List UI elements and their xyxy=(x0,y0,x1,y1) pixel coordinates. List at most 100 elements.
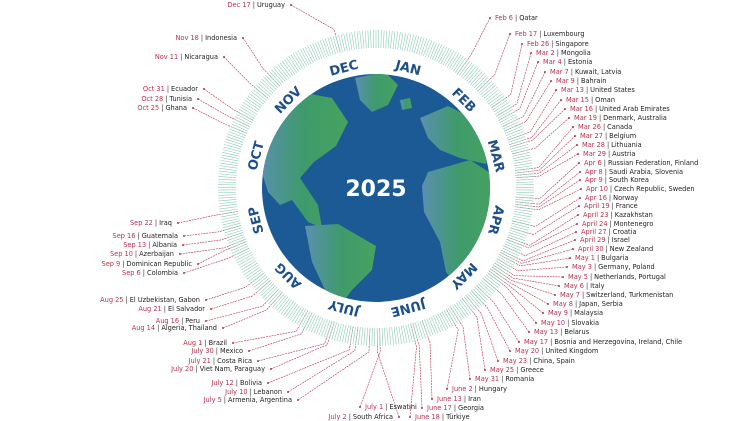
leader-dot xyxy=(580,188,582,190)
day-tick xyxy=(424,319,430,336)
day-tick xyxy=(515,168,533,170)
day-tick xyxy=(515,207,533,209)
country-date-label: Aug 14|Algeria, Thailand xyxy=(132,324,217,332)
day-tick xyxy=(285,303,295,318)
leader-line xyxy=(516,163,579,199)
leader-dot xyxy=(577,153,579,155)
separator: | xyxy=(516,366,518,374)
separator: | xyxy=(609,228,611,236)
date-text: May 20 xyxy=(515,347,539,355)
date-text: Mar 2 xyxy=(536,49,555,57)
leader-dot xyxy=(192,107,194,109)
leader-dot xyxy=(182,244,184,246)
date-text: June 17 xyxy=(427,404,452,412)
day-tick xyxy=(218,179,236,180)
leader-dot xyxy=(179,253,181,255)
day-tick xyxy=(271,70,283,83)
leader-dot xyxy=(223,56,225,58)
country-text: Qatar xyxy=(519,14,538,22)
date-text: Sep 10 xyxy=(110,250,133,258)
day-tick xyxy=(396,327,399,345)
day-tick xyxy=(508,235,525,241)
country-text: Armenia, Argentina xyxy=(228,396,292,404)
separator: | xyxy=(515,14,517,22)
country-text: Bosnia and Herzegovina, Ireland, Chile xyxy=(554,338,682,346)
day-tick xyxy=(427,319,434,336)
country-date-label: Mar 26|Canada xyxy=(578,123,632,131)
leader-line xyxy=(503,232,576,256)
leader-line xyxy=(490,269,548,304)
day-tick xyxy=(318,41,325,58)
day-tick xyxy=(398,32,401,50)
country-date-label: July 5|Armenia, Argentina xyxy=(204,396,292,404)
day-tick xyxy=(220,209,238,212)
country-date-label: July 20|Viet Nam, Paraguay xyxy=(171,365,265,373)
separator: | xyxy=(575,300,577,308)
day-tick xyxy=(223,150,240,154)
separator: | xyxy=(586,86,588,94)
day-tick xyxy=(471,291,483,304)
date-text: May 1 xyxy=(575,254,595,262)
date-text: July 10 xyxy=(225,388,247,396)
day-tick xyxy=(328,38,333,55)
separator: | xyxy=(570,309,572,317)
day-tick xyxy=(474,75,487,88)
leader-line xyxy=(483,278,529,332)
day-tick xyxy=(319,319,326,336)
day-tick xyxy=(226,139,243,145)
day-tick xyxy=(361,327,363,345)
day-tick xyxy=(460,300,471,314)
date-text: July 1 xyxy=(365,403,383,411)
day-tick xyxy=(278,64,289,78)
country-text: Estonia xyxy=(568,58,592,66)
britain-shape xyxy=(400,98,412,110)
country-text: France xyxy=(616,202,638,210)
day-tick xyxy=(265,75,278,88)
leader-dot xyxy=(544,71,546,73)
day-tick xyxy=(507,131,524,137)
country-text: South Korea xyxy=(609,176,649,184)
country-text: Bahrain xyxy=(581,77,607,85)
day-tick xyxy=(227,235,244,241)
country-date-label: June 2|Hungary xyxy=(452,385,507,393)
day-tick xyxy=(381,30,382,48)
separator: | xyxy=(224,396,226,404)
day-tick xyxy=(383,30,384,48)
date-text: April 30 xyxy=(578,245,604,253)
country-date-label: Mar 27|Belgium xyxy=(580,132,636,140)
date-text: Aug 1 xyxy=(183,339,202,347)
leader-dot xyxy=(290,4,292,6)
leader-dot xyxy=(469,378,471,380)
separator: | xyxy=(599,114,601,122)
day-tick xyxy=(466,295,478,309)
day-tick xyxy=(223,223,240,228)
leader-line xyxy=(204,89,253,120)
leader-dot xyxy=(537,61,539,63)
separator: | xyxy=(122,260,124,268)
day-tick xyxy=(333,36,338,53)
leader-line xyxy=(249,313,312,351)
day-tick xyxy=(368,30,369,48)
date-text: Nov 18 xyxy=(176,34,199,42)
day-tick xyxy=(229,239,246,246)
day-tick xyxy=(254,87,268,98)
day-tick xyxy=(487,91,501,102)
separator: | xyxy=(236,379,238,387)
date-text: Sep 13 xyxy=(123,241,146,249)
day-tick xyxy=(250,273,264,284)
day-tick xyxy=(389,327,391,345)
country-text: Belarus xyxy=(564,328,589,336)
leader-dot xyxy=(509,350,511,352)
country-date-label: July 1|Eswatini xyxy=(365,403,417,411)
day-tick xyxy=(219,204,237,206)
day-tick xyxy=(219,199,237,200)
separator: | xyxy=(195,365,197,373)
country-text: Austria xyxy=(612,150,635,158)
separator: | xyxy=(597,254,599,262)
day-tick xyxy=(366,328,367,346)
day-tick xyxy=(358,327,360,345)
day-tick xyxy=(334,323,339,340)
day-tick xyxy=(382,328,383,346)
country-text: Peru xyxy=(185,317,200,325)
day-tick xyxy=(516,182,534,183)
